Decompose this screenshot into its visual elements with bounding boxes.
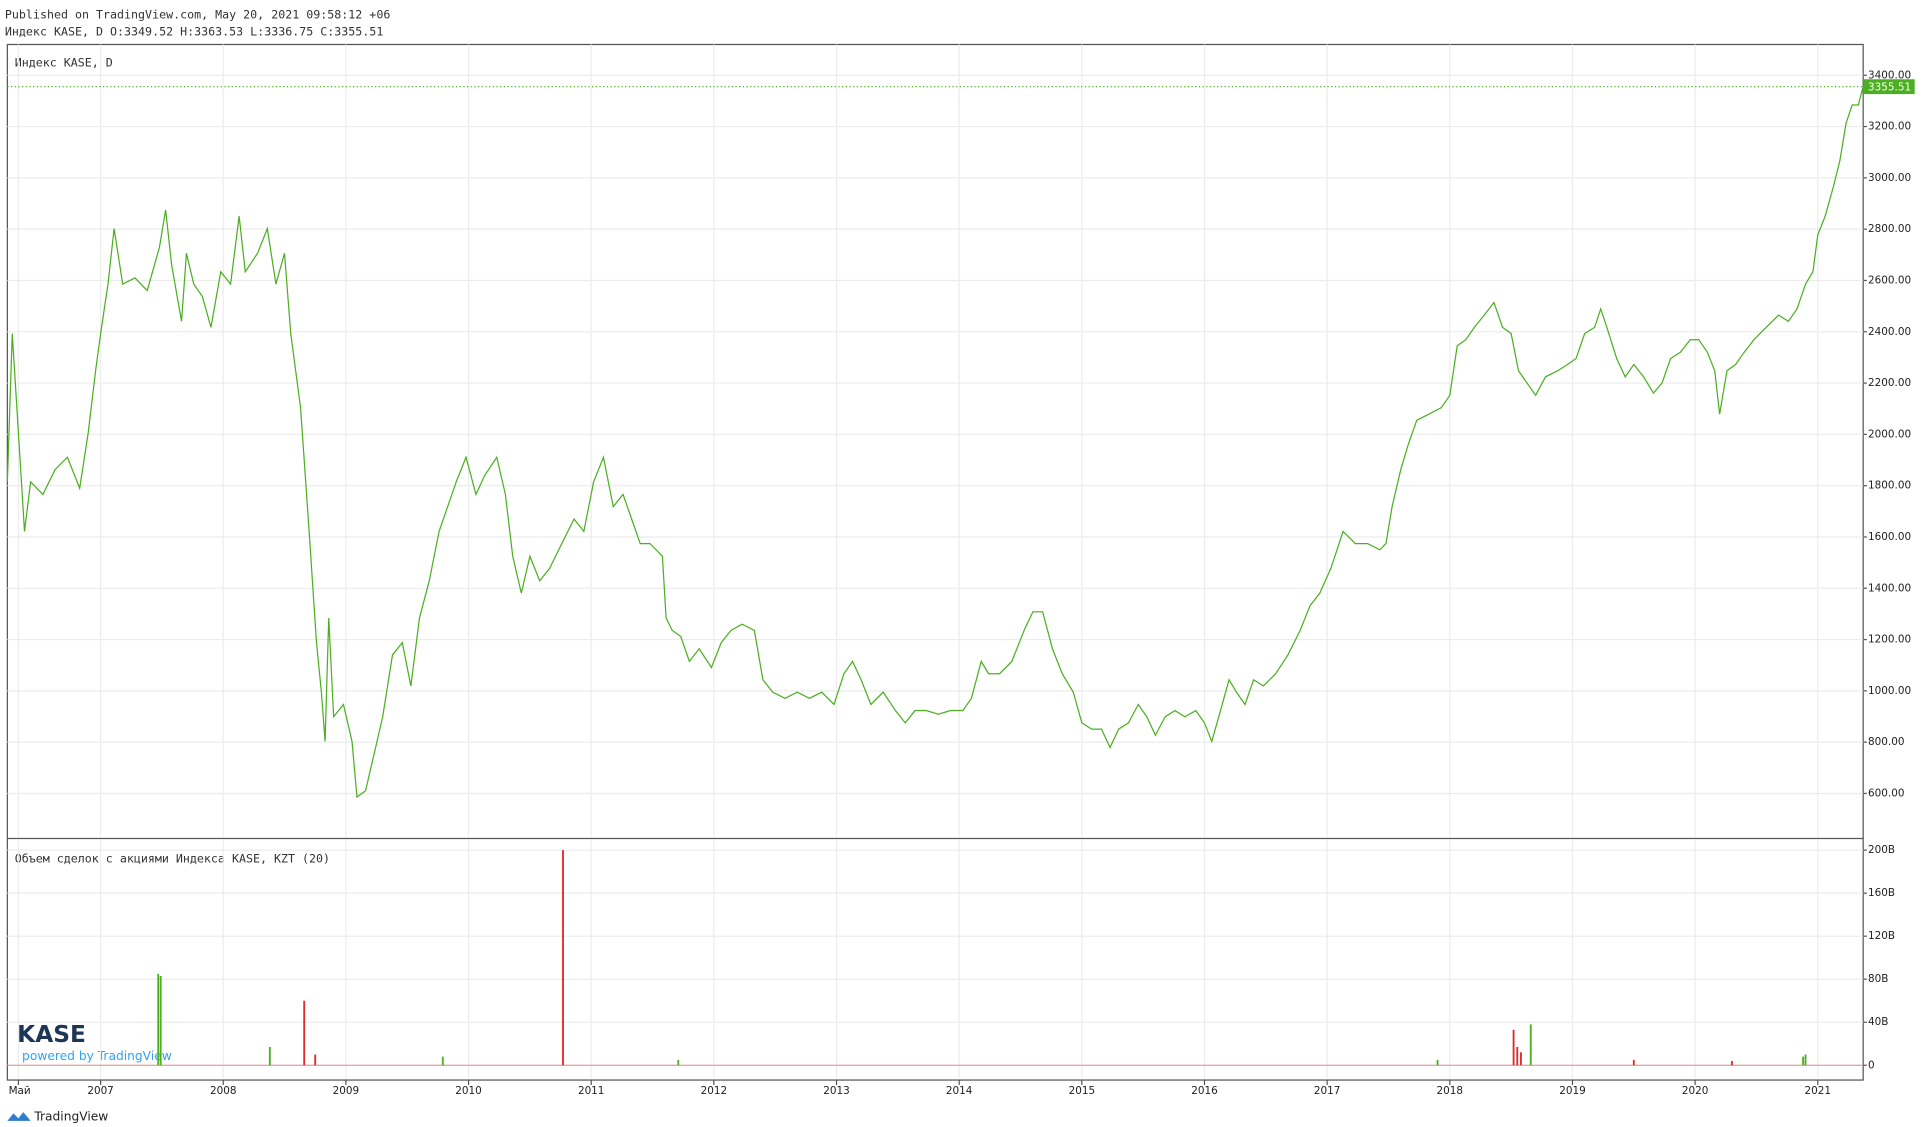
brand: TradingView [33, 1110, 108, 1124]
volume-bar [157, 973, 160, 1066]
volume-bar [159, 975, 162, 1066]
volume-bar [1520, 1052, 1522, 1066]
x-tick-label: 2017 [1314, 1085, 1341, 1097]
x-tick-label: 2019 [1559, 1085, 1586, 1097]
x-tick-label: 2012 [701, 1085, 728, 1097]
x-tick-label: 2013 [823, 1085, 850, 1097]
x-tick-label: 2014 [946, 1085, 973, 1097]
volume-bar [268, 1046, 271, 1066]
ohlc-line: Индекс KASE, D O:3349.52 H:3363.53 L:333… [5, 25, 383, 39]
volume-bar [1436, 1059, 1439, 1066]
x-tick-label: 2016 [1191, 1085, 1218, 1097]
last-price-label: 3355.51 [1868, 81, 1911, 93]
y-tick-label: 1600.00 [1868, 531, 1911, 543]
y-tick-label: 200B [1868, 844, 1895, 856]
volume-bar [314, 1054, 317, 1066]
brand-icon [7, 1112, 31, 1121]
y-tick-label: 2000.00 [1868, 428, 1911, 440]
axes: Май 2007 2008 2009 2010 2011 2012 2013 2014 2015 2… [9, 69, 1912, 1097]
x-tick-label: 2011 [578, 1085, 605, 1097]
price-pane-title: Индекс KASE, D [15, 55, 113, 69]
y-tick-label: 1200.00 [1868, 634, 1911, 646]
y-tick-label: 160B [1868, 887, 1895, 899]
y-tick-label: 80B [1868, 973, 1888, 985]
volume-bar [441, 1056, 444, 1066]
x-tick-label: 2018 [1437, 1085, 1464, 1097]
x-tick-label: 2007 [87, 1085, 114, 1097]
x-tick-label: 2009 [333, 1085, 360, 1097]
price-line [6, 86, 1864, 799]
y-tick-label: 800.00 [1868, 736, 1904, 748]
y-tick-label: 40B [1868, 1016, 1888, 1028]
y-tick-label: 3200.00 [1868, 121, 1911, 133]
chart-frame [6, 43, 1864, 1081]
logo: KASE [17, 1020, 86, 1048]
x-tick-label: 2015 [1069, 1085, 1096, 1097]
y-tick-label: 120B [1868, 930, 1895, 942]
y-tick-label: 1400.00 [1868, 582, 1911, 594]
x-tick-label: 2008 [210, 1085, 237, 1097]
volume-pane-title: Объем сделок с акциями Индекса KASE, KZT… [15, 851, 330, 865]
y-tick-label: 2400.00 [1868, 326, 1911, 338]
x-tick-label: 2010 [455, 1085, 482, 1097]
y-tick-label: 2200.00 [1868, 377, 1911, 389]
volume-bar [677, 1059, 680, 1066]
x-tick-label: 2020 [1682, 1085, 1709, 1097]
y-tick-label: 3000.00 [1868, 172, 1911, 184]
volume-bar [1512, 1029, 1515, 1066]
x-tick-label: Май [9, 1085, 31, 1097]
y-tick-label: 600.00 [1868, 787, 1904, 799]
y-tick-label: 2800.00 [1868, 223, 1911, 235]
volume-bar [1731, 1060, 1733, 1066]
x-tick-label: 2021 [1805, 1085, 1832, 1097]
logo-powered: powered by TradingView [22, 1049, 172, 1063]
y-tick-label: 3400.00 [1868, 69, 1911, 81]
volume-bar [1529, 1024, 1532, 1066]
y-tick-label: 1800.00 [1868, 480, 1911, 492]
volume-bar [1632, 1059, 1635, 1066]
y-tick-label: 0 [1868, 1059, 1875, 1071]
grid-layer [7, 44, 1864, 1079]
volume-bar [562, 850, 564, 1066]
last-price-tag [1863, 79, 1915, 95]
y-tick-label: 1000.00 [1868, 685, 1911, 697]
volume-bar [1804, 1054, 1807, 1066]
published-line: Published on TradingView.com, May 20, 20… [5, 7, 390, 21]
volume-bar [303, 1000, 306, 1066]
volume-bar [1516, 1046, 1519, 1066]
y-tick-label: 2600.00 [1868, 274, 1911, 286]
volume-bar [1802, 1056, 1804, 1066]
